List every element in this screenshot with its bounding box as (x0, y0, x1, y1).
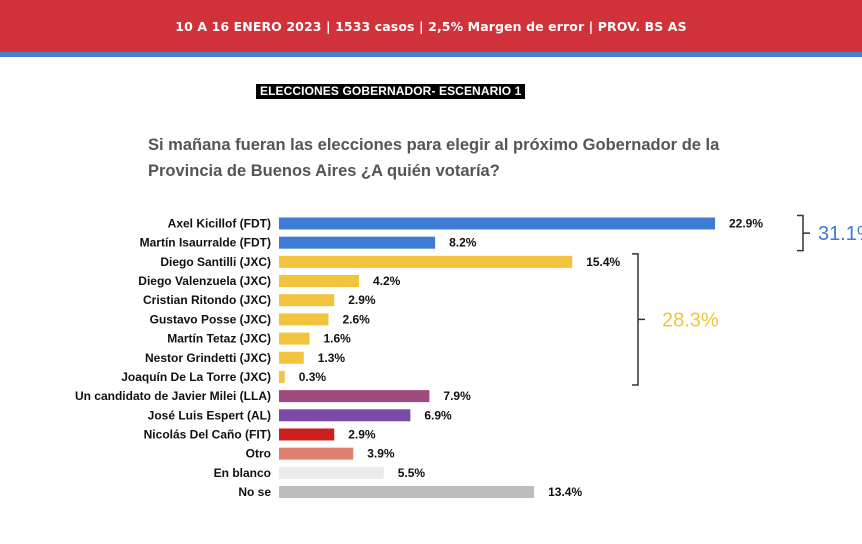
group-total-label: 28.3% (662, 309, 719, 331)
value-label: 1.3% (318, 351, 346, 365)
value-label: 1.6% (323, 332, 351, 346)
bar (279, 351, 304, 364)
category-label: Nestor Grindetti (JXC) (145, 351, 271, 365)
value-label: 2.6% (343, 312, 371, 326)
bar (279, 294, 335, 307)
category-label: Nicolás Del Caño (FIT) (144, 427, 271, 441)
bar (279, 486, 535, 499)
bar (279, 255, 573, 268)
header-bar: 10 A 16 ENERO 2023 | 1533 casos | 2,5% M… (0, 0, 862, 52)
question-text: Si mañana fueran las elecciones para ele… (148, 136, 720, 180)
value-label: 4.2% (373, 274, 401, 288)
category-label: Cristian Ritondo (JXC) (143, 293, 271, 307)
category-label: José Luis Espert (AL) (148, 408, 271, 422)
bar (279, 313, 329, 326)
value-label: 5.5% (398, 466, 426, 480)
group-bracket (797, 214, 810, 252)
bar (279, 409, 411, 422)
group-total-label: 31.1% (818, 223, 862, 245)
value-label: 13.4% (548, 485, 582, 499)
section-label: ELECCIONES GOBERNADOR- ESCENARIO 1 (256, 84, 526, 99)
category-label: Martín Isaurralde (FDT) (140, 236, 271, 250)
value-label: 0.3% (299, 370, 327, 384)
category-label: Diego Santilli (JXC) (160, 255, 271, 269)
value-label: 3.9% (367, 447, 395, 461)
category-label: En blanco (214, 466, 271, 480)
value-label: 2.9% (348, 293, 376, 307)
header-accent-line (0, 52, 862, 57)
bar (279, 466, 384, 479)
category-label: Joaquín De La Torre (JXC) (121, 370, 271, 384)
category-label: Martín Tetaz (JXC) (167, 332, 271, 346)
bar (279, 370, 285, 383)
category-label: Diego Valenzuela (JXC) (138, 274, 271, 288)
category-label: No se (238, 485, 271, 499)
category-label: Gustavo Posse (JXC) (150, 312, 271, 326)
value-label: 15.4% (586, 255, 620, 269)
value-label: 22.9% (729, 217, 763, 231)
bar (279, 447, 354, 460)
bar (279, 236, 436, 249)
bar (279, 390, 430, 403)
value-label: 8.2% (449, 236, 477, 250)
category-label: Un candidato de Javier Milei (LLA) (75, 389, 271, 403)
value-label: 6.9% (424, 408, 452, 422)
bar (279, 332, 310, 345)
category-label: Axel Kicillof (FDT) (168, 217, 271, 231)
header-text: 10 A 16 ENERO 2023 | 1533 casos | 2,5% M… (175, 18, 687, 34)
value-label: 7.9% (443, 389, 471, 403)
category-label: Otro (246, 447, 271, 461)
value-label: 2.9% (348, 427, 376, 441)
group-bracket (632, 253, 645, 386)
bar (279, 217, 715, 230)
bar (279, 428, 335, 441)
bar (279, 275, 359, 288)
